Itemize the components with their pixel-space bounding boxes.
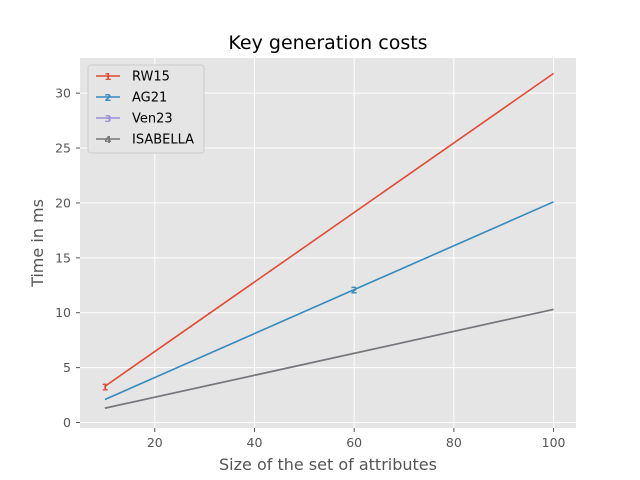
y-tick-label: 25	[55, 141, 71, 156]
legend-label-rw15: RW15	[132, 70, 170, 85]
legend-marker-rw15: 1	[105, 72, 112, 83]
legend-marker-ag21: 2	[105, 93, 112, 104]
legend-marker-ven23: 3	[105, 114, 112, 125]
x-tick-label: 20	[147, 435, 163, 450]
y-axis-label: Time in ms	[28, 199, 47, 288]
axis-ticks: 20 40 60 80 100 0 5 10 15 20 25 30	[55, 86, 565, 450]
chart-title: Key generation costs	[228, 32, 427, 54]
legend-label-ven23: Ven23	[132, 112, 173, 127]
x-tick-label: 60	[346, 435, 362, 450]
y-tick-label: 30	[55, 86, 71, 101]
series-line-ag21	[104, 201, 554, 401]
series-marker-rw15: 1	[101, 382, 108, 393]
series-marker-ag21: 2	[351, 286, 358, 297]
legend-label-isabella: ISABELLA	[132, 133, 194, 148]
x-tick-label: 80	[446, 435, 462, 450]
legend-marker-isabella: 4	[105, 135, 112, 146]
x-tick-label: 100	[542, 435, 566, 450]
series-lines: 12	[101, 72, 555, 409]
y-tick-label: 0	[63, 415, 71, 430]
y-tick-label: 20	[55, 195, 71, 210]
series-line-rw15	[104, 72, 555, 387]
y-tick-label: 15	[55, 250, 71, 265]
legend: 1 RW15 2 AG21 3 Ven23 4 ISABELLA	[87, 64, 205, 154]
legend-label-ag21: AG21	[132, 91, 167, 106]
series-line-isabella	[104, 308, 554, 409]
grid-lines	[80, 58, 576, 428]
legend-box	[87, 64, 205, 154]
y-tick-label: 10	[55, 305, 71, 320]
x-tick-label: 40	[247, 435, 263, 450]
x-axis-label: Size of the set of attributes	[219, 455, 437, 474]
y-tick-label: 5	[63, 360, 71, 375]
